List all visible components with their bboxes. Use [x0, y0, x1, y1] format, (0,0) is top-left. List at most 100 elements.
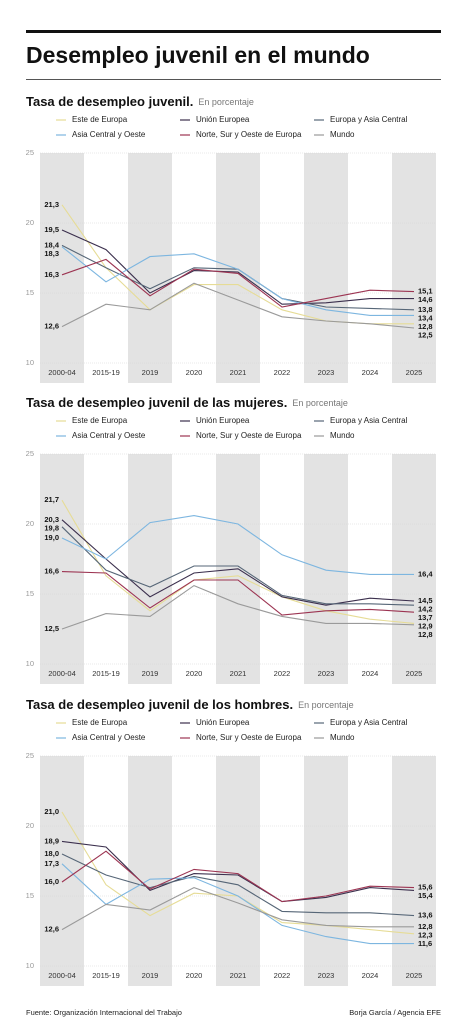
column-band: [128, 454, 172, 684]
x-tick-label: 2025: [406, 971, 423, 980]
column-band: [40, 454, 84, 684]
value-label: 16,4: [418, 569, 433, 578]
y-tick-label: 10: [26, 961, 34, 970]
series-line: [61, 571, 415, 616]
legend-label: Este de Europa: [72, 718, 128, 727]
x-tick-label: 2000-04: [48, 368, 76, 377]
legend-label: Norte, Sur y Oeste de Europa: [196, 130, 302, 139]
x-tick-label: 2024: [362, 971, 379, 980]
y-tick-label: 15: [26, 288, 34, 297]
value-label: 21,7: [44, 495, 59, 504]
legend-label: Norte, Sur y Oeste de Europa: [196, 431, 302, 440]
y-tick-label: 20: [26, 218, 34, 227]
series-line: [61, 258, 415, 308]
value-label: 16,6: [44, 567, 59, 576]
value-label: 19,8: [44, 523, 59, 532]
series-line: [61, 246, 414, 316]
legend-label: Asia Central y Oeste: [72, 733, 146, 742]
value-label: 12,6: [44, 322, 59, 331]
x-tick-label: 2025: [406, 669, 423, 678]
value-label: 19,5: [44, 225, 59, 234]
value-label: 12,9: [418, 621, 433, 630]
value-label: 20,3: [44, 515, 59, 524]
value-label: 14,5: [418, 596, 433, 605]
series-line: [61, 850, 415, 903]
value-label: 13,6: [418, 911, 433, 920]
legend-label: Asia Central y Oeste: [72, 130, 146, 139]
value-label: 12,6: [44, 925, 59, 934]
x-tick-label: 2022: [274, 669, 291, 678]
x-tick-label: 2021: [230, 669, 247, 678]
value-label: 16,0: [44, 877, 59, 886]
value-label: 15,6: [418, 883, 433, 892]
column-band: [348, 756, 392, 986]
x-tick-label: 2021: [230, 971, 247, 980]
column-band: [84, 756, 128, 986]
value-label: 12,5: [44, 624, 59, 633]
x-tick-label: 2020: [186, 368, 203, 377]
legend-label: Unión Europea: [196, 115, 250, 124]
x-tick-label: 2015-19: [92, 971, 120, 980]
legend-label: Norte, Sur y Oeste de Europa: [196, 733, 302, 742]
series-line: [61, 887, 414, 931]
chart-title-text: Tasa de desempleo juvenil de las mujeres…: [26, 395, 287, 410]
x-tick-label: 2020: [186, 971, 203, 980]
series-line: [61, 853, 415, 917]
top-rule: [26, 30, 441, 33]
y-tick-label: 20: [26, 821, 34, 830]
title-rule: [26, 79, 441, 80]
value-label: 13,7: [418, 613, 433, 622]
value-label: 12,8: [418, 322, 433, 331]
series-line: [61, 519, 415, 606]
x-tick-label: 2019: [142, 669, 159, 678]
source: Fuente: Organización Internacional del T…: [26, 1008, 182, 1017]
value-label: 12,3: [418, 930, 433, 939]
legend-label: Este de Europa: [72, 416, 128, 425]
x-tick-label: 2021: [230, 368, 247, 377]
series-line: [61, 840, 415, 903]
column-band: [260, 756, 304, 986]
y-tick-label: 10: [26, 358, 34, 367]
value-label: 21,3: [44, 200, 59, 209]
credit: Borja García / Agencia EFE: [349, 1008, 441, 1017]
series-line: [61, 229, 414, 305]
column-band: [40, 756, 84, 986]
page-title: Desempleo juvenil en el mundo: [26, 42, 370, 68]
chart-subtitle: En porcentaje: [292, 398, 348, 408]
x-tick-label: 2023: [318, 669, 335, 678]
legend-label: Europa y Asia Central: [330, 115, 408, 124]
value-label: 12,8: [418, 922, 433, 931]
column-band: [260, 153, 304, 383]
column-band: [172, 454, 216, 684]
chart-title: Tasa de desempleo juvenil de las mujeres…: [26, 395, 348, 410]
value-label: 18,0: [44, 849, 59, 858]
value-label: 18,9: [44, 836, 59, 845]
series-line: [61, 282, 415, 329]
legend-label: Europa y Asia Central: [330, 718, 408, 727]
chart-subtitle: En porcentaje: [198, 97, 254, 107]
chart-subtitle: En porcentaje: [298, 700, 354, 710]
column-band: [392, 454, 436, 684]
chart-title: Tasa de desempleo juvenil de los hombres…: [26, 697, 354, 712]
value-label: 18,4: [44, 240, 59, 249]
x-tick-label: 2022: [274, 368, 291, 377]
legend-label: Este de Europa: [72, 115, 128, 124]
value-label: 12,5: [418, 330, 433, 339]
x-tick-label: 2015-19: [92, 669, 120, 678]
value-label: 18,3: [44, 249, 59, 258]
y-tick-label: 15: [26, 589, 34, 598]
column-band: [304, 756, 348, 986]
x-tick-label: 2024: [362, 669, 379, 678]
value-label: 13,8: [418, 305, 433, 314]
legend-label: Unión Europea: [196, 416, 250, 425]
x-tick-label: 2000-04: [48, 971, 76, 980]
x-tick-label: 2025: [406, 368, 423, 377]
x-tick-label: 2019: [142, 368, 159, 377]
column-band: [304, 454, 348, 684]
value-label: 12,8: [418, 630, 433, 639]
series-line: [61, 515, 414, 575]
legend-label: Mundo: [330, 733, 355, 742]
legend-label: Asia Central y Oeste: [72, 431, 146, 440]
y-tick-label: 25: [26, 449, 34, 458]
